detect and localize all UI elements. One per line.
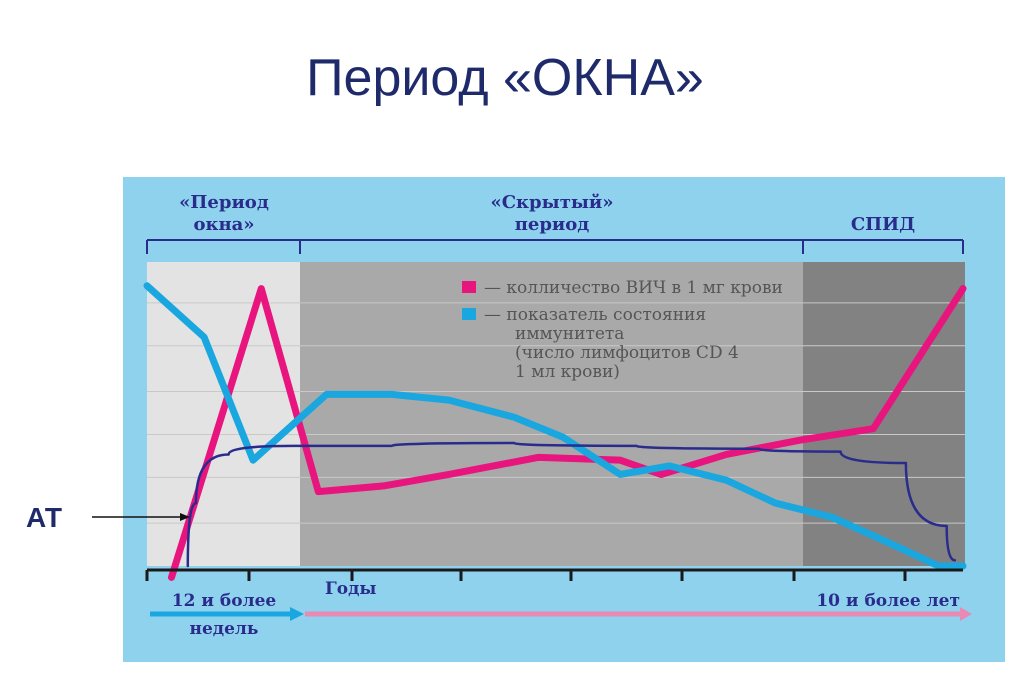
phase-brackets xyxy=(146,239,964,254)
slide-title: Период «ОКНА» xyxy=(306,49,704,107)
legend-marker-immunity xyxy=(462,308,476,320)
phase-label-latent-1: «Скрытый» xyxy=(490,192,613,213)
at-label: АТ xyxy=(26,502,62,533)
legend-hiv-label: — колличество ВИЧ в 1 мг крови xyxy=(484,278,783,298)
end-label: 10 и более лет xyxy=(816,591,960,611)
legend-marker-hiv xyxy=(462,281,476,293)
weeks-arrow-head xyxy=(290,607,304,621)
x-axis xyxy=(145,568,963,581)
legend-immunity-line1: — показатель состояния xyxy=(484,305,706,325)
weeks-label-1: 12 и более xyxy=(172,591,277,611)
hiv-load-line xyxy=(167,285,967,581)
legend-immunity-line2: иммунитета xyxy=(515,324,624,344)
legend: — колличество ВИЧ в 1 мг крови — показат… xyxy=(462,278,783,382)
phase-label-latent-2: период xyxy=(515,214,590,235)
at-pointer-head xyxy=(180,513,190,521)
phase-label-window-1: «Период xyxy=(179,192,269,213)
weeks-label-2: недель xyxy=(190,619,259,639)
legend-immunity-line3: (число лимфоцитов CD 4 xyxy=(515,343,739,363)
series-lines xyxy=(143,282,967,581)
cd4-immunity-line xyxy=(143,282,967,570)
years-label: Годы xyxy=(325,579,376,599)
antibody-line xyxy=(186,441,957,568)
latent-period-bg xyxy=(300,262,803,566)
phase-labels: «Период окна» «Скрытый» период СПИД xyxy=(179,192,915,235)
phase-label-aids: СПИД xyxy=(851,214,915,235)
phase-label-window-2: окна» xyxy=(193,214,254,235)
legend-immunity-line4: 1 мл крови) xyxy=(515,362,620,382)
years-arrow-head xyxy=(960,607,972,621)
x-axis-labels: 12 и более недель Годы 10 и более лет xyxy=(172,579,960,639)
